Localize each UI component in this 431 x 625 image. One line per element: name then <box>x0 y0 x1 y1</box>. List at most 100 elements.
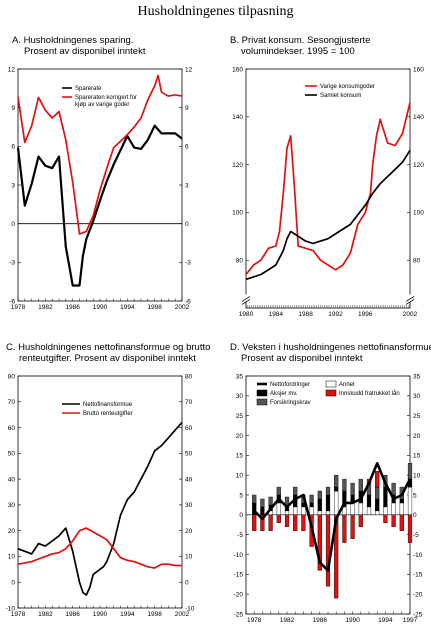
y-tick-label-right: 80 <box>413 258 421 265</box>
bar-innskudd-fratrukket-l-n <box>284 514 290 527</box>
axis-break-gap <box>242 294 414 302</box>
y-tick-label-right: 9 <box>185 105 189 112</box>
y-tick-label-right: 70 <box>185 399 193 406</box>
panel-d-title-line2: Prosent av disponibel inntekt <box>241 353 363 364</box>
legend-label: Innskudd fratrukket lån <box>339 390 400 397</box>
legend-label: Samlet konsum <box>320 93 361 99</box>
y-tick-label-left: 100 <box>232 210 243 217</box>
bar-annet <box>309 506 314 516</box>
y-tick-label-right: 0 <box>185 221 189 228</box>
series-line-varige-konsumgoder <box>245 102 411 276</box>
axis-break-mark-right <box>405 299 415 305</box>
bar-forsikringskrav <box>350 482 355 496</box>
legend-label: Sparerate <box>75 86 102 92</box>
x-tick-label: 1982 <box>38 611 53 618</box>
x-tick-label: 1986 <box>65 611 80 618</box>
x-tick-label: 1990 <box>93 611 108 618</box>
x-tick-label: 2002 <box>175 611 190 618</box>
y-tick-label-left: 40 <box>8 476 16 483</box>
y-tick-label-left: 25 <box>236 413 244 420</box>
x-tick-label: 1998 <box>147 611 162 618</box>
x-tick-label: 1978 <box>247 617 262 624</box>
bar-innskudd-fratrukket-l-n <box>325 514 331 587</box>
x-tick-label: 1984 <box>269 311 284 318</box>
bar-innskudd-fratrukket-l-n <box>350 514 355 539</box>
panel-b-title: B. Privat konsum. Sesongjusterte volumin… <box>230 35 370 57</box>
axis-break-mark-right <box>405 296 415 302</box>
bar-forsikringskrav <box>325 486 331 496</box>
y-tick-label-right: -20 <box>413 591 423 598</box>
y-tick-label-left: 20 <box>8 528 16 535</box>
x-tick-label: 1998 <box>147 304 162 311</box>
bar-aksjer-mv- <box>375 498 380 512</box>
bar-aksjer-mv- <box>309 502 314 508</box>
bar-annet <box>317 510 322 516</box>
axis-break-mark-left <box>241 296 251 302</box>
y-tick-label-left: 0 <box>11 580 15 587</box>
y-tick-label-right: 0 <box>413 512 417 519</box>
bar-annet <box>284 510 290 516</box>
bar-forsikringskrav <box>284 496 290 506</box>
bar-aksjer-mv- <box>325 494 331 512</box>
x-tick-label: 1986 <box>313 617 328 624</box>
bar-forsikringskrav <box>391 482 396 496</box>
bar-innskudd-fratrukket-l-n <box>334 514 339 599</box>
bar-annet <box>399 502 404 516</box>
bar-annet <box>276 502 281 516</box>
y-tick-label-left: -6 <box>9 298 15 305</box>
x-tick-label: 1994 <box>120 304 135 311</box>
x-tick-label: 1994 <box>120 611 135 618</box>
y-tick-label-left: 6 <box>11 144 15 151</box>
panel-b-title-line2: volumindekser. 1995 = 100 <box>241 46 355 57</box>
bar-annet <box>383 506 388 516</box>
panel-c-title-line1: C. Husholdningenes nettofinansformue og … <box>6 342 210 353</box>
bar-innskudd-fratrukket-l-n <box>399 514 404 531</box>
chart-c-nettofinansformue: -10 -10 0 0 10 10 20 20 30 30 40 40 50 50 60 60 70 70 80 80… <box>6 373 195 618</box>
y-tick-label-left: 80 <box>8 373 16 380</box>
panel-a-title: A. Husholdningenes sparing. Prosent av d… <box>12 35 146 57</box>
x-tick-label: 1982 <box>38 304 53 311</box>
x-tick-label: 1992 <box>328 311 343 318</box>
series-line-samlet-konsum <box>245 149 411 281</box>
bar-innskudd-fratrukket-l-n <box>293 514 298 531</box>
y-tick-label-left: 35 <box>236 373 244 380</box>
bar-innskudd-fratrukket-l-n <box>407 514 413 543</box>
panel-a-title-line2: Prosent av disponibel inntekt <box>24 46 146 57</box>
y-tick-label-right: 30 <box>185 502 193 509</box>
series-line-nettofordringer <box>253 461 412 572</box>
y-tick-label-right: 6 <box>185 144 189 151</box>
legend-swatch <box>256 389 268 397</box>
bar-aksjer-mv- <box>399 498 404 504</box>
chart-d-vekst: -25 -25 -20 -20 -15 -15 -10 -10 -5 -5 0 0 5 5 10 10 15 15… <box>234 373 423 624</box>
bar-forsikringskrav <box>358 478 363 492</box>
panel-c-title: C. Husholdningenes nettofinansformue og … <box>6 342 210 364</box>
y-tick-label-left: -3 <box>9 260 15 267</box>
bar-annet <box>375 510 380 516</box>
bar-annet <box>350 502 355 516</box>
y-tick-label-right: 25 <box>413 413 421 420</box>
legend-swatch <box>325 380 337 388</box>
y-tick-label-right: 35 <box>413 373 421 380</box>
bar-aksjer-mv- <box>317 498 322 512</box>
y-tick-label-right: 140 <box>413 114 424 121</box>
bar-annet <box>366 506 372 516</box>
bar-forsikringskrav <box>252 494 257 504</box>
panel-d-title-line1: D. Veksten i husholdningenes nettofinans… <box>230 342 431 353</box>
x-tick-label: 1996 <box>358 311 373 318</box>
bar-forsikringskrav <box>260 498 265 508</box>
y-tick-label-right: 3 <box>185 182 189 189</box>
series-line-nettofinansformue <box>17 421 183 596</box>
legend-label-cont: kjøp av varige goder <box>75 102 129 108</box>
y-tick-label-left: 3 <box>11 182 15 189</box>
bar-innskudd-fratrukket-l-n <box>260 514 265 531</box>
y-tick-label-left: 15 <box>236 453 244 460</box>
y-tick-label-left: -20 <box>234 591 244 598</box>
y-tick-label-left: 5 <box>239 492 243 499</box>
bar-forsikringskrav <box>342 478 347 492</box>
y-tick-label-right: 40 <box>185 476 193 483</box>
y-tick-label-right: -6 <box>185 298 191 305</box>
y-tick-label-left: 30 <box>8 502 16 509</box>
legend-swatch <box>256 398 268 406</box>
y-tick-label-right: 10 <box>413 472 421 479</box>
legend-label: Aksjer mv. <box>270 391 298 397</box>
